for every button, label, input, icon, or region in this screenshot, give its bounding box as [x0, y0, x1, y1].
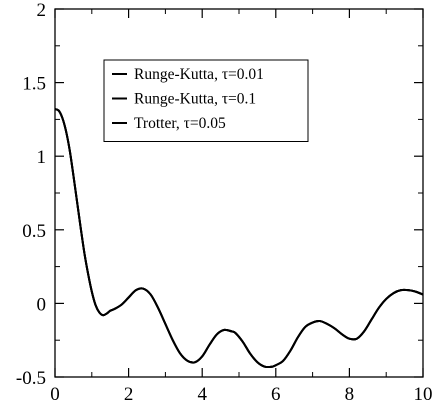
y-tick-label: -0.5	[16, 368, 46, 389]
legend-label: Runge-Kutta, τ=0.1	[134, 91, 256, 108]
axes-layer: 0 2 4 6 8 10-0.500.511.52	[16, 0, 433, 405]
x-tick-label: 0	[50, 384, 60, 405]
legend-entry: Runge-Kutta, τ=0.1	[112, 91, 256, 108]
plot-frame	[54, 8, 424, 378]
y-tick-label: 0.5	[22, 221, 46, 242]
x-tick-label: 8	[345, 384, 355, 405]
legend-entry: Runge-Kutta, τ=0.01	[112, 66, 264, 83]
x-tick-label: 10	[414, 384, 433, 405]
legend-label: Trotter, τ=0.05	[134, 115, 226, 132]
series-layer	[54, 108, 424, 369]
legend-entry: Trotter, τ=0.05	[112, 115, 226, 132]
series-line-2	[54, 108, 424, 369]
legend-box	[103, 59, 309, 142]
x-tick-label: 6	[271, 384, 281, 405]
legend: Runge-Kutta, τ=0.01 Runge-Kutta, τ=0.1 T…	[103, 59, 309, 142]
x-tick-label: 2	[124, 384, 134, 405]
x-tick-label: 4	[197, 384, 207, 405]
legend-label: Runge-Kutta, τ=0.01	[134, 66, 264, 83]
y-tick-label: 1.5	[22, 74, 46, 95]
y-tick-label: 1	[37, 147, 47, 168]
y-tick-label: 2	[37, 0, 47, 21]
y-tick-label: 0	[37, 294, 47, 315]
